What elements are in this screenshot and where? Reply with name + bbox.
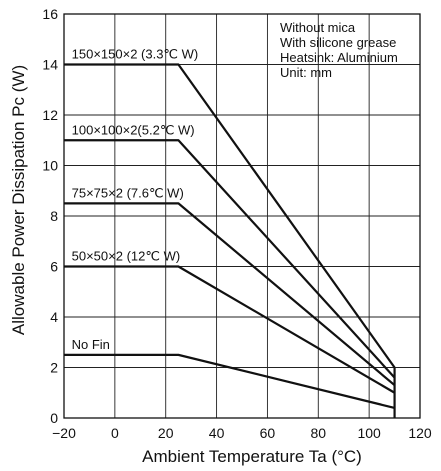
x-tick-label: 40 bbox=[209, 425, 225, 441]
series-label: 50×50×2 (12℃ W) bbox=[72, 249, 181, 264]
series-line bbox=[64, 139, 396, 379]
y-tick-label: 8 bbox=[50, 208, 58, 224]
x-tick-labels: −20 0 20 40 60 80 100 120 bbox=[52, 425, 432, 441]
series-line bbox=[64, 265, 396, 394]
x-tick-label: 60 bbox=[260, 425, 276, 441]
x-tick-label: 100 bbox=[357, 425, 381, 441]
y-tick-labels: 0 2 4 6 8 10 12 14 16 bbox=[42, 6, 58, 426]
y-tick-label: 14 bbox=[42, 57, 58, 73]
y-tick-label: 4 bbox=[50, 309, 58, 325]
x-tick-label: 120 bbox=[408, 425, 432, 441]
y-tick-label: 16 bbox=[42, 6, 58, 22]
y-tick-label: 10 bbox=[42, 158, 58, 174]
series-label: 75×75×2 (7.6℃ W) bbox=[72, 185, 184, 200]
series-labels: 150×150×2 (3.3℃ W) 100×100×2(5.2℃ W) 75×75… bbox=[72, 47, 199, 352]
y-tick-label: 2 bbox=[50, 360, 58, 376]
x-tick-label: 20 bbox=[158, 425, 174, 441]
x-tick-label: 0 bbox=[111, 425, 119, 441]
note-line-2: With silicone grease bbox=[280, 35, 396, 50]
plot-frame bbox=[63, 13, 421, 419]
note-line-1: Without mica bbox=[280, 20, 356, 35]
y-tick-label: 12 bbox=[42, 107, 58, 123]
grid-lines bbox=[63, 13, 421, 419]
y-axis-label: Allowable Power Dissipation Pc (W) bbox=[9, 65, 28, 335]
series-line bbox=[64, 202, 396, 387]
x-tick-label: 80 bbox=[310, 425, 326, 441]
series-lines bbox=[64, 63, 396, 418]
series-label: 150×150×2 (3.3℃ W) bbox=[72, 47, 199, 62]
series-line bbox=[64, 353, 395, 409]
notes-box: Without mica With silicone grease Heatsi… bbox=[280, 20, 398, 80]
series-label: 100×100×2(5.2℃ W) bbox=[72, 122, 195, 137]
note-line-4: Unit: mm bbox=[280, 65, 332, 80]
series-line bbox=[64, 63, 396, 369]
note-line-3: Heatsink: Aluminium bbox=[280, 50, 398, 65]
y-tick-label: 6 bbox=[50, 259, 58, 275]
series-label: No Fin bbox=[72, 337, 110, 352]
x-axis-label: Ambient Temperature Ta (°C) bbox=[142, 447, 362, 466]
y-tick-label: 0 bbox=[50, 410, 58, 426]
x-tick-label: −20 bbox=[52, 425, 76, 441]
